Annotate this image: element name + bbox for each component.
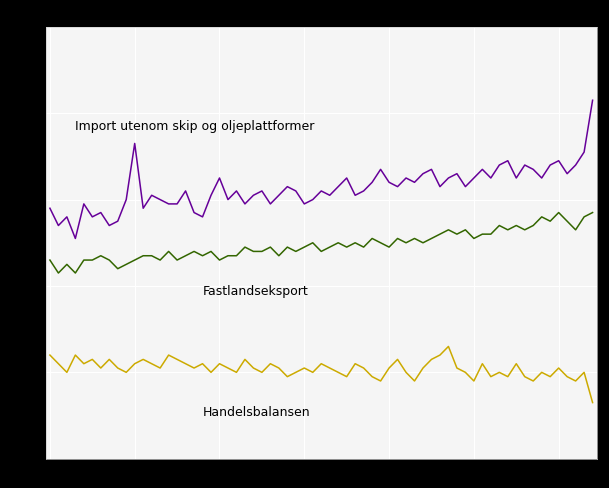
Text: Handelsbalansen: Handelsbalansen (203, 406, 310, 419)
Text: Import utenom skip og oljeplattformer: Import utenom skip og oljeplattformer (76, 121, 315, 134)
Text: Fastlandseksport: Fastlandseksport (203, 285, 308, 298)
